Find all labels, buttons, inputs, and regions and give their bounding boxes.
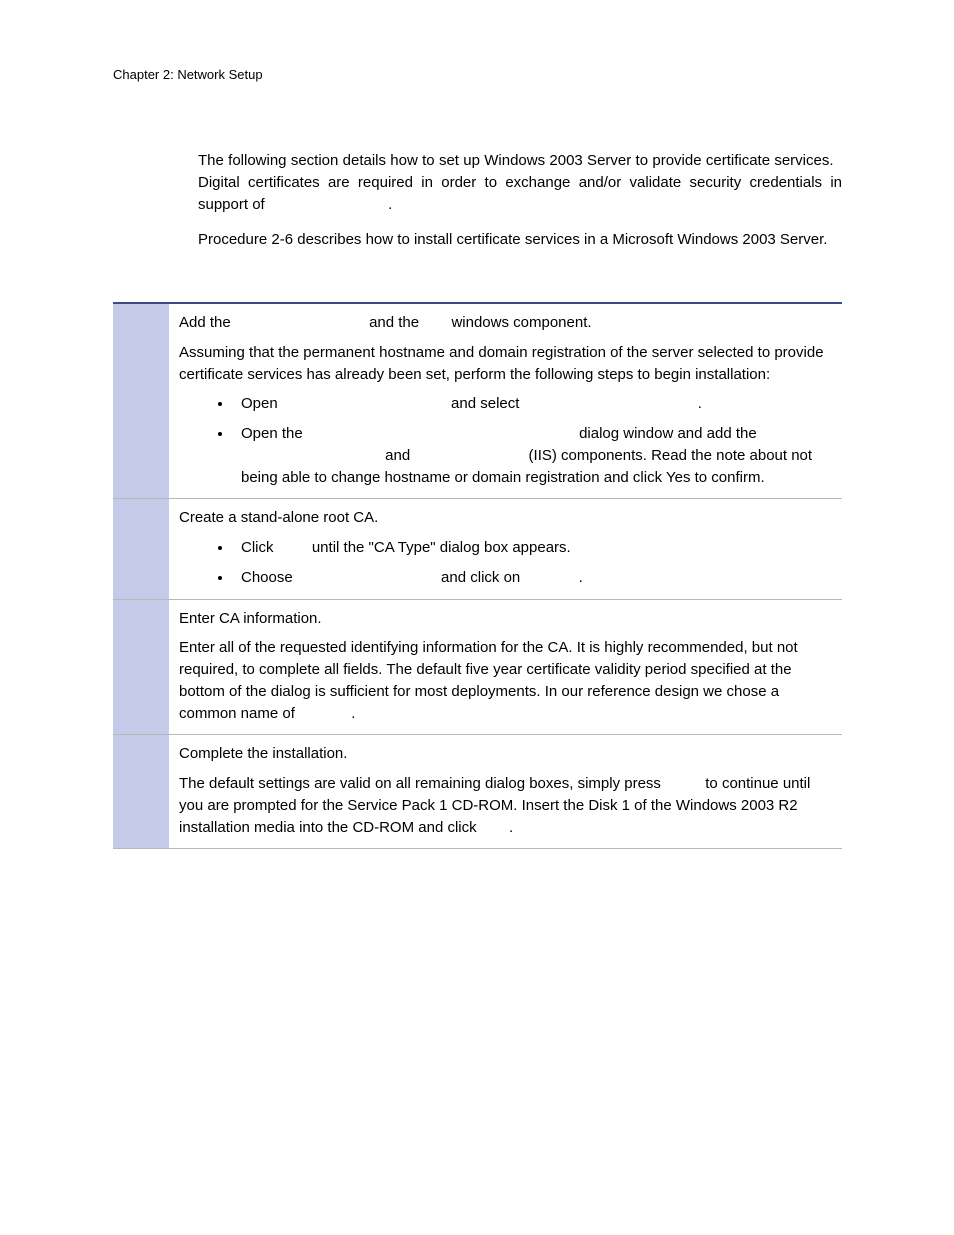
text: and click on: [441, 569, 520, 586]
text: Open: [241, 395, 278, 412]
text: Enter all of the requested identifying i…: [179, 639, 798, 721]
list-item: Choose and click on .: [233, 567, 830, 589]
text: .: [698, 395, 702, 412]
procedure-table: Add the and the windows component. Assum…: [113, 302, 842, 849]
list-item: Open the dialog window and add the and (…: [233, 423, 830, 488]
step-number-cell: [113, 599, 169, 735]
text: Add the: [179, 314, 231, 331]
text: .: [579, 569, 583, 586]
step-para: The default settings are valid on all re…: [179, 773, 830, 838]
step-para: Assuming that the permanent hostname and…: [179, 342, 830, 386]
text: dialog window and add the: [579, 425, 757, 442]
step-title: Complete the installation.: [179, 743, 830, 765]
step-title: Create a stand-alone root CA.: [179, 507, 830, 529]
list-item: Click until the "CA Type" dialog box app…: [233, 537, 830, 559]
step-title: Enter CA information.: [179, 608, 830, 630]
step-body-cell: Add the and the windows component. Assum…: [169, 303, 842, 499]
intro-text-1a: The following section details how to set…: [198, 152, 834, 169]
step-title: Add the and the windows component.: [179, 312, 830, 334]
text: .: [509, 819, 513, 836]
text: .: [351, 705, 355, 722]
text: and: [385, 447, 410, 464]
text: Open the: [241, 425, 303, 442]
text: and the: [369, 314, 419, 331]
chapter-header: Chapter 2: Network Setup: [113, 66, 263, 85]
step-number-cell: [113, 303, 169, 499]
table-row: Complete the installation. The default s…: [113, 735, 842, 849]
text: (IIS) components. Read the note about no…: [241, 447, 812, 486]
text: Click: [241, 539, 274, 556]
text: The default settings are valid on all re…: [179, 775, 661, 792]
text: windows component.: [451, 314, 591, 331]
text: until the "CA Type" dialog box appears.: [312, 539, 571, 556]
step-body-cell: Enter CA information. Enter all of the r…: [169, 599, 842, 735]
list-item: Open and select .: [233, 393, 830, 415]
intro-text-1c: .: [388, 196, 392, 213]
step-para: Enter all of the requested identifying i…: [179, 637, 830, 724]
bullet-list: Click until the "CA Type" dialog box app…: [179, 537, 830, 589]
bullet-list: Open and select . Open the dialog window…: [179, 393, 830, 488]
step-body-cell: Complete the installation. The default s…: [169, 735, 842, 849]
text: and select: [451, 395, 519, 412]
intro-section: The following section details how to set…: [198, 150, 842, 265]
intro-text-1b: Digital certificates are required in ord…: [198, 174, 842, 213]
table-row: Create a stand-alone root CA. Click unti…: [113, 499, 842, 599]
text: Choose: [241, 569, 293, 586]
step-number-cell: [113, 499, 169, 599]
intro-paragraph-1: The following section details how to set…: [198, 150, 842, 215]
step-body-cell: Create a stand-alone root CA. Click unti…: [169, 499, 842, 599]
step-number-cell: [113, 735, 169, 849]
table-row: Add the and the windows component. Assum…: [113, 303, 842, 499]
intro-paragraph-2: Procedure 2-6 describes how to install c…: [198, 229, 842, 251]
table-row: Enter CA information. Enter all of the r…: [113, 599, 842, 735]
